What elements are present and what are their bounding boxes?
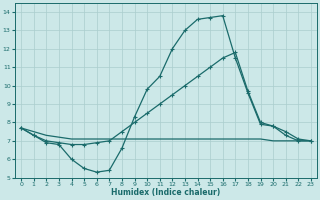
X-axis label: Humidex (Indice chaleur): Humidex (Indice chaleur) bbox=[111, 188, 221, 197]
